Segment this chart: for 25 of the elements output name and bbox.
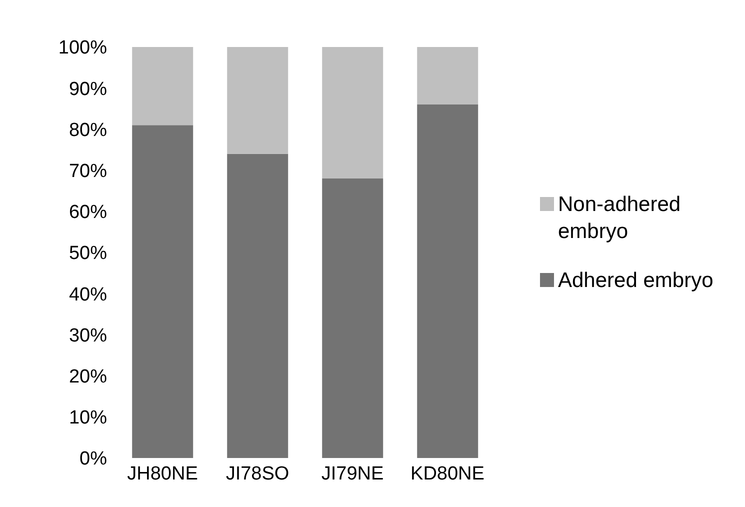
y-tick-label: 100% bbox=[58, 38, 108, 59]
y-tick-label: 70% bbox=[68, 161, 108, 182]
bar bbox=[417, 47, 478, 105]
y-tick-label: 50% bbox=[68, 243, 108, 264]
bar bbox=[322, 47, 384, 179]
y-tick-label: 10% bbox=[68, 408, 108, 429]
legend-label: Non-adhered embryo bbox=[558, 192, 682, 245]
bar bbox=[132, 47, 194, 126]
y-tick-label: 60% bbox=[68, 202, 108, 224]
y-tick-label: 20% bbox=[68, 366, 108, 388]
y-tick-label: 90% bbox=[68, 78, 108, 100]
bar bbox=[322, 178, 384, 458]
y-tick-label: 0% bbox=[80, 448, 108, 470]
x-tick-label: JH80NE bbox=[127, 463, 198, 484]
x-tick-label: JI79NE bbox=[321, 463, 384, 484]
y-tick-label: 40% bbox=[68, 284, 108, 306]
x-tick-label: KD80NE bbox=[410, 463, 484, 484]
bar bbox=[227, 154, 288, 458]
bar bbox=[227, 47, 288, 154]
x-tick-label: JI78SO bbox=[226, 463, 290, 484]
y-tick-label: 30% bbox=[68, 325, 108, 346]
bar bbox=[132, 125, 194, 458]
legend-label: Adhered embryo bbox=[558, 268, 714, 294]
y-tick-label: 80% bbox=[68, 120, 108, 141]
bar bbox=[417, 104, 478, 458]
